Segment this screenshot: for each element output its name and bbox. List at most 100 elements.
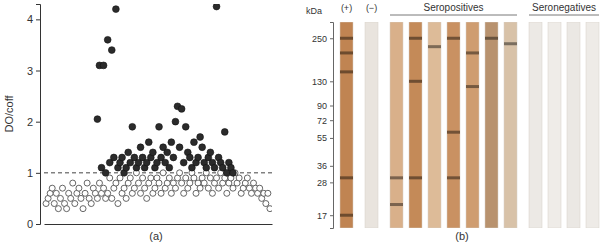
lane [504, 22, 517, 228]
band [466, 85, 479, 88]
point [108, 47, 115, 54]
point [142, 185, 148, 191]
point [172, 118, 179, 125]
point [137, 144, 144, 151]
band [504, 42, 517, 45]
point [195, 154, 202, 161]
lane [485, 22, 498, 228]
band [447, 37, 460, 40]
strip [466, 22, 479, 228]
tick-label: 72 [317, 116, 327, 126]
band [340, 37, 353, 40]
tick: 36 [317, 161, 333, 171]
strip [428, 22, 441, 228]
axis-line [45, 224, 273, 225]
y-axis-title: kDa [306, 6, 322, 16]
lane [428, 22, 441, 228]
strip [504, 22, 517, 228]
lane [548, 22, 561, 228]
point [140, 175, 146, 181]
group-bracket [390, 15, 517, 16]
point [138, 190, 144, 196]
strip [447, 22, 460, 228]
strip [340, 22, 353, 228]
point [70, 180, 76, 186]
tick-label: 2 [27, 116, 33, 128]
lane [390, 22, 403, 228]
point [186, 154, 193, 161]
point [96, 180, 102, 186]
tick-label: 130 [312, 77, 327, 87]
point [197, 185, 203, 191]
point [168, 190, 174, 196]
tick-label: 36 [317, 161, 327, 171]
tick-mark [330, 166, 333, 167]
point [100, 62, 107, 69]
point [149, 149, 156, 156]
point [148, 175, 154, 181]
strip [529, 22, 542, 228]
point [205, 185, 211, 191]
point [59, 185, 65, 191]
point [105, 190, 111, 196]
point [84, 180, 90, 186]
point [82, 190, 88, 196]
point [230, 185, 236, 191]
tick: 90 [317, 101, 333, 111]
band [340, 214, 353, 217]
point [187, 180, 193, 186]
point [55, 206, 61, 212]
tick-label: 4 [27, 13, 33, 25]
point [168, 139, 175, 146]
point [182, 123, 189, 130]
point [94, 195, 100, 201]
point [193, 190, 199, 196]
point [135, 180, 141, 186]
tick-label: 250 [312, 34, 327, 44]
lane [529, 22, 542, 228]
point [180, 159, 187, 166]
point [207, 149, 214, 156]
lane [340, 22, 353, 228]
point [179, 180, 185, 186]
point [191, 139, 198, 146]
lane [586, 22, 599, 228]
tick-mark [36, 71, 40, 72]
point [101, 185, 107, 191]
point [236, 175, 242, 181]
point [53, 190, 59, 196]
figure: 01234DO/coff(a)250130907255362817kDa(b)(… [0, 0, 612, 245]
point [127, 175, 133, 181]
panel-title: (a) [149, 230, 162, 242]
lane [567, 22, 580, 228]
tick: 1 [27, 167, 40, 179]
tick: 17 [317, 211, 333, 221]
axis-line [330, 23, 334, 229]
point [152, 185, 158, 191]
point [112, 6, 119, 13]
point [145, 139, 152, 146]
lane-group-label: Seronegatives [532, 2, 596, 13]
band [340, 176, 353, 179]
point [158, 190, 164, 196]
point [131, 185, 137, 191]
band [466, 51, 479, 54]
plot-area [43, 4, 272, 212]
tick: 250 [312, 34, 333, 44]
axis-line [36, 5, 41, 225]
panel-title: (b) [455, 230, 468, 242]
point [49, 185, 55, 191]
point [166, 175, 172, 181]
tick: 0 [27, 218, 40, 230]
tick: 2 [27, 116, 40, 128]
tick-mark [36, 173, 40, 174]
point [197, 134, 204, 141]
band [485, 37, 498, 40]
tick-label: 0 [27, 218, 33, 230]
point [267, 206, 272, 212]
y-axis: 250130907255362817 [312, 23, 334, 229]
point [72, 201, 78, 207]
tick-mark [36, 122, 40, 123]
point [123, 195, 129, 201]
strip [485, 22, 498, 228]
